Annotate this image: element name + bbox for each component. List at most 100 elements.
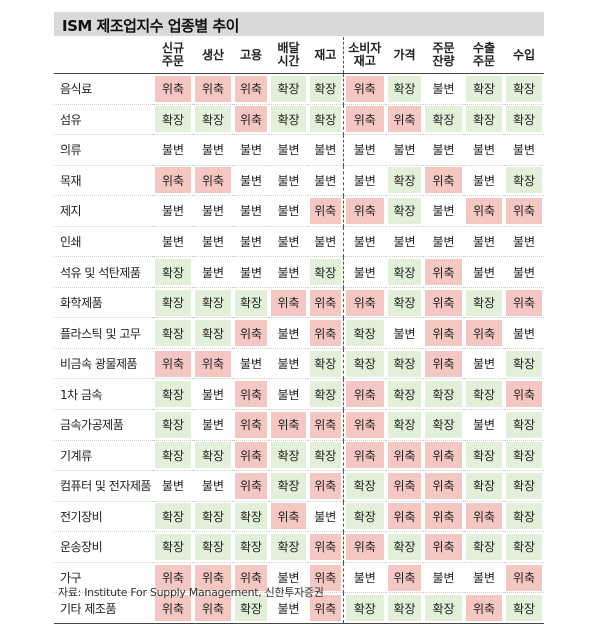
table-row: 컴퓨터 및 전자제품 불변 불변 위축 확장 위축 확장 위축 위축 확장 확장	[54, 470, 544, 502]
status-value: 위축	[310, 564, 341, 591]
status-value: 위축	[388, 106, 421, 133]
status-value: 불변	[235, 259, 267, 286]
table-cell: 불변	[233, 134, 269, 166]
table-cell: 불변	[193, 470, 233, 502]
industry-name: 인쇄	[54, 225, 153, 257]
status-value: 위축	[155, 75, 191, 102]
status-value: 불변	[345, 167, 384, 194]
status-value: 불변	[466, 136, 502, 163]
status-value: 확장	[310, 75, 341, 102]
status-value: 확장	[466, 472, 502, 499]
table-cell: 불변	[193, 195, 233, 227]
table-cell: 불변	[193, 256, 233, 288]
table-cell: 위축	[504, 378, 544, 410]
table-row: 기계류 확장 확장 위축 확장 확장 위축 위축 위축 확장 확장	[54, 439, 544, 471]
industry-name: 음식료	[60, 82, 92, 97]
status-value: 확장	[506, 442, 542, 469]
status-value: 확장	[425, 411, 462, 438]
table-cell: 확장	[269, 74, 308, 105]
table-cell: 위축	[233, 74, 269, 105]
status-value: 불변	[345, 259, 384, 286]
status-value: 위축	[195, 75, 231, 102]
status-value: 확장	[388, 197, 421, 224]
table-cell: 확장	[386, 409, 423, 441]
table-cell: 위축	[308, 317, 343, 349]
status-value: 위축	[195, 350, 231, 377]
table-cell: 위축	[233, 439, 269, 471]
table-cell: 불변	[386, 225, 423, 257]
status-value: 위축	[388, 442, 421, 469]
table-cell: 불변	[193, 134, 233, 166]
table-cell: 불변	[423, 561, 464, 593]
status-value: 불변	[271, 564, 306, 591]
status-value: 확장	[235, 533, 267, 560]
status-value: 불변	[195, 411, 231, 438]
table-row: 의류 불변 불변 불변 불변 불변 불변 불변 불변 불변 불변	[54, 134, 544, 166]
status-value: 확장	[195, 106, 231, 133]
status-value: 확장	[195, 503, 231, 530]
table-cell: 불변	[464, 347, 504, 379]
table-cell: 위축	[423, 256, 464, 288]
status-value: 확장	[345, 320, 384, 347]
status-value: 위축	[195, 564, 231, 591]
status-value: 불변	[425, 75, 462, 102]
status-value: 확장	[155, 533, 191, 560]
table-cell: 확장	[504, 74, 544, 105]
status-value: 위축	[425, 472, 462, 499]
table-cell: 위축	[308, 531, 343, 563]
status-value: 확장	[345, 595, 384, 622]
industry-name: 석유 및 석탄제품	[54, 256, 153, 288]
table-cell: 위축	[386, 561, 423, 593]
status-value: 불변	[506, 228, 542, 255]
table-cell: 불변	[153, 134, 193, 166]
table-cell: 위축	[269, 286, 308, 318]
status-value: 위축	[310, 411, 341, 438]
table-cell: 불변	[504, 134, 544, 166]
table-cell: 확장	[342, 592, 386, 623]
status-value: 위축	[345, 411, 384, 438]
status-value: 위축	[155, 564, 191, 591]
status-value: 불변	[388, 136, 421, 163]
industry-name: 플라스틱 및 고무	[54, 317, 153, 349]
table-cell: 불변	[269, 134, 308, 166]
table-cell: 위축	[342, 103, 386, 135]
table-cell: 위축	[269, 409, 308, 441]
status-value: 확장	[506, 350, 542, 377]
table-cell: 확장	[504, 500, 544, 532]
status-value: 불변	[195, 381, 231, 408]
table-cell: 확장	[423, 409, 464, 441]
table-cell: 확장	[386, 195, 423, 227]
status-value: 위축	[235, 442, 267, 469]
table-cell: 확장	[153, 286, 193, 318]
status-value: 위축	[310, 289, 341, 316]
industry-name: 비금속 광물제품	[54, 347, 153, 379]
table-cell: 불변	[504, 225, 544, 257]
status-value: 확장	[388, 381, 421, 408]
table-cell: 확장	[386, 256, 423, 288]
status-value: 위축	[310, 533, 341, 560]
status-value: 불변	[155, 228, 191, 255]
table-cell: 위축	[423, 500, 464, 532]
status-value: 위축	[425, 289, 462, 316]
status-value: 위축	[271, 411, 306, 438]
status-value: 불변	[345, 228, 384, 255]
table-cell: 확장	[153, 531, 193, 563]
table-cell: 확장	[423, 592, 464, 623]
table-cell: 불변	[464, 561, 504, 593]
title-bar: ISM 제조업지수 업종별 추이	[54, 12, 544, 36]
table-cell: 확장	[504, 470, 544, 502]
status-value: 확장	[271, 442, 306, 469]
status-value: 확장	[388, 595, 421, 622]
status-value: 위축	[345, 442, 384, 469]
table-cell: 확장	[153, 409, 193, 441]
table-cell: 확장	[308, 378, 343, 410]
status-value: 확장	[271, 533, 306, 560]
table-cell: 확장	[193, 286, 233, 318]
status-value: 불변	[310, 136, 341, 163]
status-value: 위축	[345, 197, 384, 224]
table-cell: 불변	[269, 378, 308, 410]
industry-table: 신규 주문 생산 고용 배달 시간 재고 소비자 재고 가격 주문 잔량 수출 주문 수입 음식료 위축 위축 위…	[54, 37, 544, 623]
table-cell: 확장	[153, 103, 193, 135]
table-cell: 위축	[233, 378, 269, 410]
table-row: 운송장비 확장 확장 확장 확장 위축 위축 확장 위축 확장 확장	[54, 531, 544, 563]
